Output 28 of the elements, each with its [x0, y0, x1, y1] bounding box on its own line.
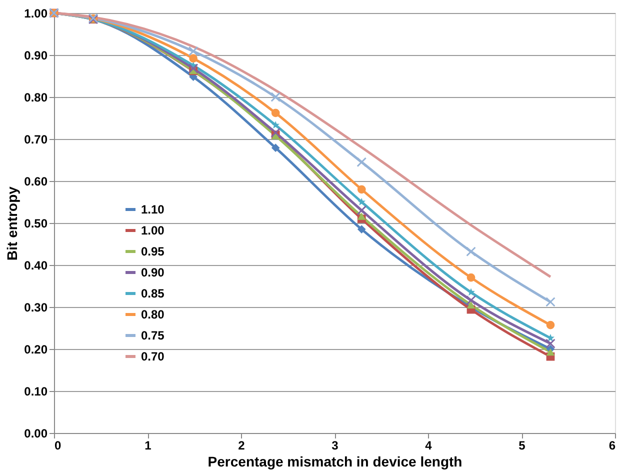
x-axis-title: Percentage mismatch in device length [208, 454, 462, 470]
x-tick-label: 5 [518, 438, 526, 452]
legend-label: 0.70 [141, 350, 165, 364]
y-tick-label: 0.60 [24, 174, 48, 188]
y-tick-label: 0.20 [24, 342, 48, 356]
legend-label: 0.80 [141, 308, 165, 322]
y-tick-label: 0.90 [24, 48, 48, 62]
y-tick-label: 0.40 [24, 258, 48, 272]
y-tick-label: 0.10 [24, 384, 48, 398]
legend-label: 1.10 [141, 202, 165, 216]
y-tick-label: 1.00 [24, 6, 48, 20]
y-tick-label: 0.30 [24, 300, 48, 314]
legend-label: 1.00 [141, 224, 165, 238]
legend-label: 0.95 [141, 244, 165, 258]
y-tick-label: 0.00 [24, 426, 48, 440]
x-tick-label: 0 [54, 438, 62, 452]
x-tick-label: 3 [332, 438, 339, 452]
y-tick-label: 0.50 [24, 216, 48, 230]
x-tick-label: 6 [608, 438, 616, 452]
x-tick-label: 1 [144, 438, 152, 452]
x-tick-label: 2 [238, 438, 246, 452]
legend-label: 0.90 [141, 266, 165, 280]
y-axis-title: Bit entropy [4, 186, 20, 260]
legend-label: 0.75 [141, 328, 165, 342]
legend-label: 0.85 [141, 286, 165, 300]
y-tick-label: 0.70 [24, 132, 48, 146]
x-tick-label: 4 [425, 438, 432, 452]
y-tick-label: 0.80 [24, 90, 48, 104]
